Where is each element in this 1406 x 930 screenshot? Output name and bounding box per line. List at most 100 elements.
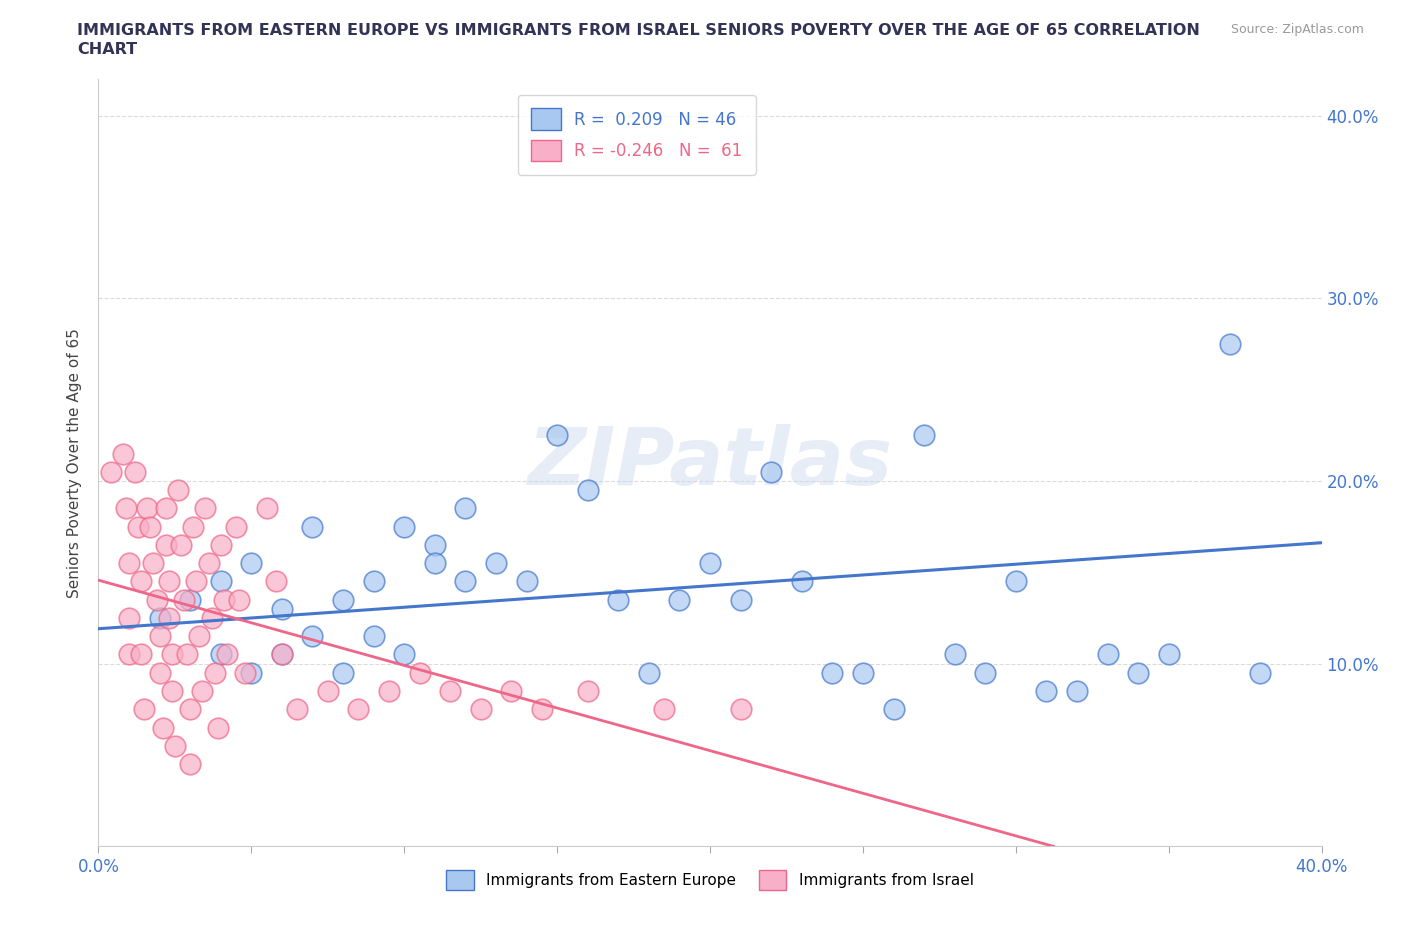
Point <box>1249 665 1271 680</box>
Point <box>179 702 201 717</box>
Point <box>439 684 461 698</box>
Point <box>124 464 146 479</box>
Point <box>699 556 721 571</box>
Point <box>576 684 599 698</box>
Y-axis label: Seniors Poverty Over the Age of 65: Seniors Poverty Over the Age of 65 <box>67 327 83 598</box>
Point <box>821 665 844 680</box>
Point <box>546 428 568 443</box>
Point <box>155 501 177 516</box>
Point <box>240 556 263 571</box>
Point <box>179 757 201 772</box>
Point <box>637 665 661 680</box>
Point <box>209 538 232 552</box>
Point <box>118 610 141 625</box>
Point <box>363 629 385 644</box>
Point <box>157 574 180 589</box>
Point <box>157 610 180 625</box>
Point <box>212 592 235 607</box>
Point <box>160 647 183 662</box>
Point <box>607 592 630 607</box>
Point <box>149 610 172 625</box>
Point <box>912 428 935 443</box>
Point <box>111 446 134 461</box>
Point <box>228 592 250 607</box>
Point <box>270 647 292 662</box>
Point <box>136 501 159 516</box>
Point <box>127 519 149 534</box>
Point <box>1128 665 1150 680</box>
Text: CHART: CHART <box>77 42 138 57</box>
Point <box>160 684 183 698</box>
Point <box>134 702 156 717</box>
Point <box>576 483 599 498</box>
Point <box>516 574 538 589</box>
Point <box>139 519 162 534</box>
Point <box>332 592 354 607</box>
Point <box>142 556 165 571</box>
Point <box>392 647 416 662</box>
Point <box>423 538 446 552</box>
Point <box>1035 684 1057 698</box>
Point <box>470 702 492 717</box>
Point <box>181 519 204 534</box>
Point <box>316 684 339 698</box>
Point <box>215 647 238 662</box>
Point <box>170 538 193 552</box>
Point <box>225 519 247 534</box>
Legend: Immigrants from Eastern Europe, Immigrants from Israel: Immigrants from Eastern Europe, Immigran… <box>440 864 980 897</box>
Point <box>200 610 222 625</box>
Point <box>790 574 813 589</box>
Point <box>270 602 292 617</box>
Point <box>129 574 152 589</box>
Point <box>378 684 401 698</box>
Point <box>233 665 256 680</box>
Point <box>501 684 523 698</box>
Point <box>129 647 152 662</box>
Text: Source: ZipAtlas.com: Source: ZipAtlas.com <box>1230 23 1364 36</box>
Point <box>1066 684 1088 698</box>
Point <box>301 519 323 534</box>
Point <box>115 501 138 516</box>
Point <box>1219 337 1241 352</box>
Point <box>423 556 446 571</box>
Point <box>209 574 232 589</box>
Point <box>188 629 211 644</box>
Point <box>454 501 477 516</box>
Text: IMMIGRANTS FROM EASTERN EUROPE VS IMMIGRANTS FROM ISRAEL SENIORS POVERTY OVER TH: IMMIGRANTS FROM EASTERN EUROPE VS IMMIGR… <box>77 23 1201 38</box>
Point <box>264 574 287 589</box>
Point <box>363 574 385 589</box>
Point <box>454 574 477 589</box>
Point <box>186 574 208 589</box>
Point <box>167 483 190 498</box>
Point <box>332 665 354 680</box>
Point <box>730 592 752 607</box>
Point <box>1004 574 1026 589</box>
Point <box>301 629 323 644</box>
Point <box>852 665 875 680</box>
Point <box>197 556 219 571</box>
Point <box>392 519 416 534</box>
Point <box>173 592 195 607</box>
Point <box>149 665 172 680</box>
Point <box>149 629 172 644</box>
Point <box>943 647 966 662</box>
Point <box>207 720 229 735</box>
Point <box>194 501 217 516</box>
Point <box>145 592 167 607</box>
Point <box>270 647 292 662</box>
Point <box>118 556 141 571</box>
Point <box>118 647 141 662</box>
Point <box>883 702 905 717</box>
Point <box>974 665 997 680</box>
Point <box>668 592 690 607</box>
Point <box>759 464 782 479</box>
Point <box>100 464 122 479</box>
Point <box>285 702 308 717</box>
Text: ZIPatlas: ZIPatlas <box>527 424 893 501</box>
Point <box>155 538 177 552</box>
Point <box>152 720 174 735</box>
Point <box>256 501 278 516</box>
Point <box>179 592 201 607</box>
Point <box>204 665 226 680</box>
Point <box>1157 647 1180 662</box>
